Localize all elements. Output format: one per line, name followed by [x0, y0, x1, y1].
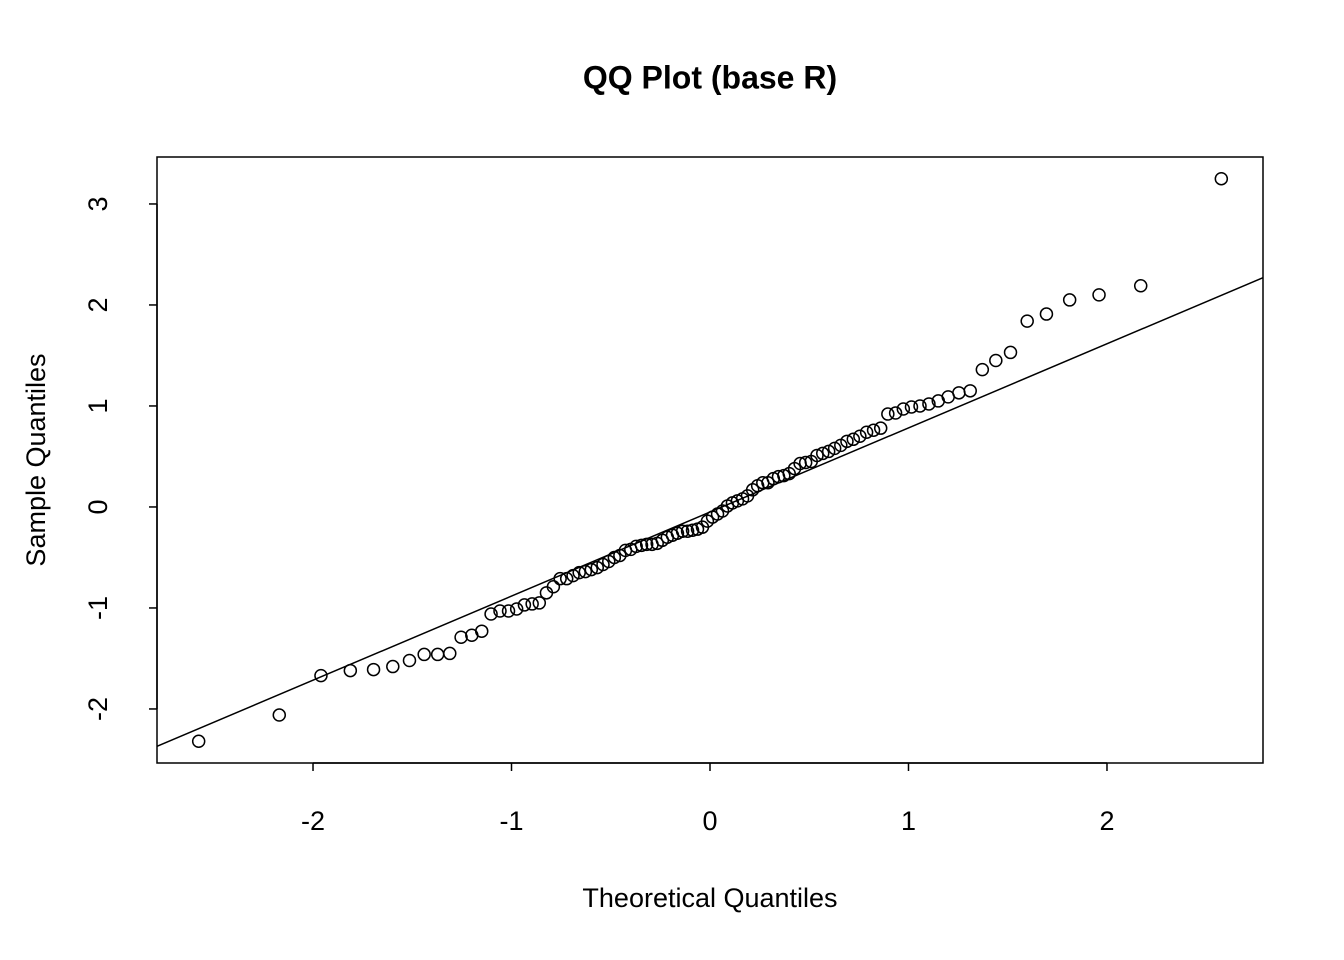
point	[989, 353, 1003, 368]
point	[191, 734, 206, 749]
point	[815, 446, 830, 461]
y-tick-label: 2	[83, 297, 113, 312]
point	[501, 604, 516, 618]
y-tick-label: -2	[83, 697, 113, 721]
point	[715, 504, 730, 518]
y-tick-label: 1	[83, 398, 113, 413]
point	[1020, 314, 1034, 328]
point	[827, 441, 842, 456]
point	[443, 646, 457, 661]
point	[314, 668, 328, 683]
point	[629, 539, 643, 554]
point	[402, 653, 417, 668]
point	[866, 423, 881, 437]
point	[904, 400, 919, 414]
point	[1003, 345, 1018, 360]
point	[272, 708, 287, 722]
point	[975, 362, 990, 377]
point	[454, 630, 468, 645]
point	[566, 568, 580, 583]
x-tick-label: 2	[1099, 806, 1114, 836]
point	[532, 596, 547, 610]
chart-title: QQ Plot (base R)	[583, 59, 837, 95]
point	[913, 399, 927, 413]
point	[685, 523, 700, 537]
x-tick-label: -2	[301, 806, 325, 836]
point	[578, 564, 593, 579]
point	[859, 425, 874, 439]
x-tick-label: -1	[499, 806, 523, 836]
y-tick-label: 3	[83, 196, 113, 211]
point	[517, 598, 532, 612]
point	[1214, 171, 1229, 186]
point	[1062, 293, 1077, 307]
point	[417, 647, 431, 662]
point	[810, 448, 824, 463]
point	[474, 624, 489, 638]
point	[846, 432, 861, 447]
point	[493, 604, 507, 618]
point	[484, 607, 498, 621]
y-axis-label: Sample Quantiles	[21, 353, 51, 566]
point	[525, 597, 539, 611]
y-tick-label: 0	[83, 499, 113, 514]
point	[853, 429, 867, 444]
point	[922, 397, 936, 411]
point	[366, 662, 381, 677]
point	[963, 384, 977, 398]
point	[546, 580, 561, 594]
y-tick-label: -1	[83, 596, 113, 620]
point	[1039, 307, 1054, 321]
point	[896, 402, 911, 416]
point	[634, 538, 649, 553]
point	[881, 407, 895, 421]
x-tick-label: 1	[901, 806, 916, 836]
point	[952, 386, 966, 400]
point	[798, 455, 813, 470]
point	[343, 663, 358, 678]
point	[680, 524, 695, 538]
point	[430, 647, 445, 662]
point	[572, 565, 586, 580]
point	[509, 602, 524, 616]
point	[639, 537, 654, 552]
point	[675, 524, 690, 538]
point	[888, 406, 903, 420]
point	[553, 571, 567, 586]
plot-frame	[156, 156, 1264, 764]
point	[1092, 288, 1106, 302]
x-tick-label: 0	[702, 806, 717, 836]
point	[559, 571, 574, 586]
point	[584, 562, 599, 577]
point	[873, 421, 888, 435]
point	[840, 434, 854, 449]
x-axis-label: Theoretical Quantiles	[582, 883, 837, 913]
point	[386, 659, 400, 674]
point	[1133, 279, 1148, 293]
point	[607, 550, 622, 565]
